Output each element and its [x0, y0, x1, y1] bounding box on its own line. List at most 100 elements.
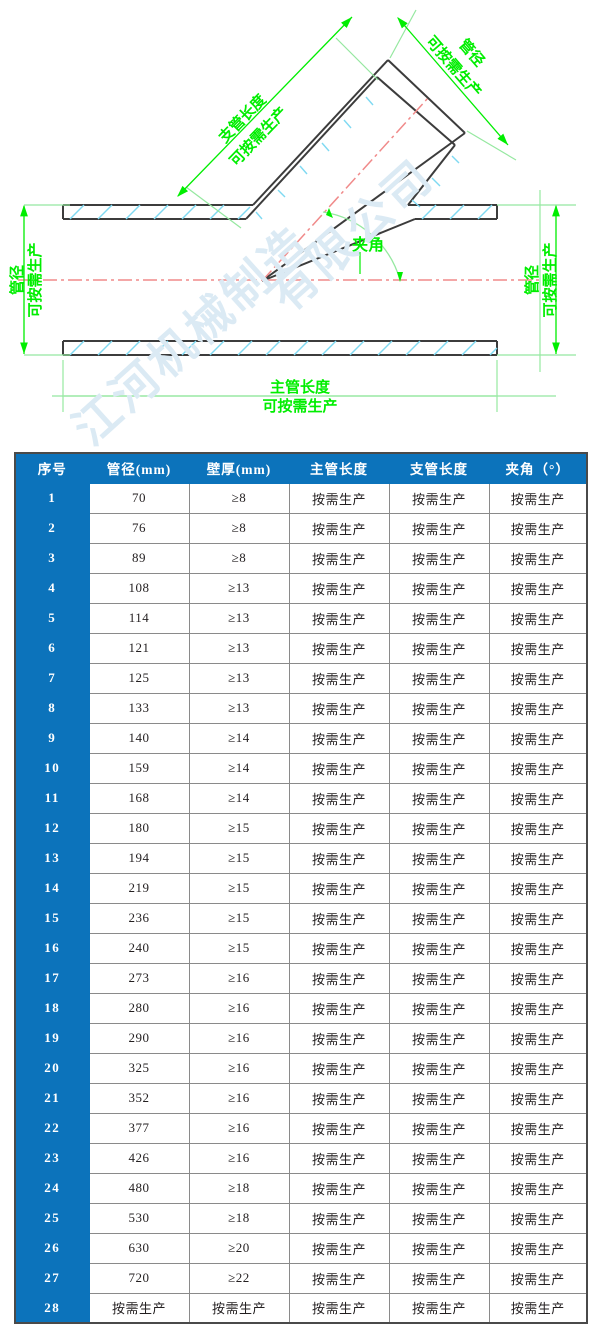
cell-index: 4	[14, 572, 90, 604]
cell-branch-length: 按需生产	[388, 902, 490, 934]
cell-main-length: 按需生产	[288, 872, 390, 904]
cell-branch-length: 按需生产	[388, 752, 490, 784]
cell-wall-thickness: ≥15	[188, 842, 290, 874]
cell-diameter: 720	[88, 1262, 190, 1294]
cell-diameter: 70	[88, 482, 190, 514]
table-row: 21 352 ≥16 按需生产 按需生产 按需生产	[14, 1082, 588, 1114]
cell-wall-thickness: ≥14	[188, 782, 290, 814]
technical-drawing: 江河机械制造 有限公司	[0, 0, 600, 455]
left-diameter-text-2: 可按需生产	[26, 242, 44, 317]
cell-main-length: 按需生产	[288, 992, 390, 1024]
cell-main-length: 按需生产	[288, 692, 390, 724]
cell-wall-thickness: ≥14	[188, 752, 290, 784]
cell-diameter: 76	[88, 512, 190, 544]
cell-wall-thickness: ≥15	[188, 932, 290, 964]
cell-angle: 按需生产	[488, 692, 588, 724]
cell-index: 9	[14, 722, 90, 754]
col-header-angle: 夹角（°）	[488, 452, 588, 484]
cell-diameter: 108	[88, 572, 190, 604]
cell-wall-thickness: ≥13	[188, 572, 290, 604]
cell-wall-thickness: ≥13	[188, 602, 290, 634]
cell-branch-length: 按需生产	[388, 482, 490, 514]
cell-diameter: 480	[88, 1172, 190, 1204]
cell-diameter: 325	[88, 1052, 190, 1084]
table-row: 6 121 ≥13 按需生产 按需生产 按需生产	[14, 632, 588, 664]
dim-right-label: 管径 可按需生产	[523, 242, 559, 317]
cell-angle: 按需生产	[488, 812, 588, 844]
table-row: 28 按需生产 按需生产 按需生产 按需生产 按需生产	[14, 1292, 588, 1324]
table-row: 16 240 ≥15 按需生产 按需生产 按需生产	[14, 932, 588, 964]
table-row: 7 125 ≥13 按需生产 按需生产 按需生产	[14, 662, 588, 694]
table-header-row: 序号 管径(mm) 壁厚(mm) 主管长度 支管长度 夹角（°）	[14, 452, 588, 484]
table-row: 22 377 ≥16 按需生产 按需生产 按需生产	[14, 1112, 588, 1144]
cell-main-length: 按需生产	[288, 632, 390, 664]
cell-main-length: 按需生产	[288, 962, 390, 994]
cell-main-length: 按需生产	[288, 1292, 390, 1324]
cell-index: 7	[14, 662, 90, 694]
cell-index: 26	[14, 1232, 90, 1264]
cell-diameter: 240	[88, 932, 190, 964]
dim-branch-length-label: 支管长度 可按需生产	[214, 90, 291, 170]
left-diameter-text-1: 管径	[8, 265, 26, 295]
cell-diameter: 280	[88, 992, 190, 1024]
cell-main-length: 按需生产	[288, 1262, 390, 1294]
cell-wall-thickness: ≥13	[188, 662, 290, 694]
cell-branch-length: 按需生产	[388, 692, 490, 724]
cell-wall-thickness: ≥16	[188, 1022, 290, 1054]
cell-diameter: 159	[88, 752, 190, 784]
table-row: 18 280 ≥16 按需生产 按需生产 按需生产	[14, 992, 588, 1024]
main-length-text-1: 主管长度	[270, 378, 331, 396]
cell-angle: 按需生产	[488, 572, 588, 604]
cell-branch-length: 按需生产	[388, 1022, 490, 1054]
table-row: 24 480 ≥18 按需生产 按需生产 按需生产	[14, 1172, 588, 1204]
cell-diameter: 236	[88, 902, 190, 934]
cell-angle: 按需生产	[488, 1052, 588, 1084]
cell-branch-length: 按需生产	[388, 932, 490, 964]
table-row: 4 108 ≥13 按需生产 按需生产 按需生产	[14, 572, 588, 604]
cell-diameter: 121	[88, 632, 190, 664]
cell-angle: 按需生产	[488, 542, 588, 574]
cell-branch-length: 按需生产	[388, 1292, 490, 1324]
cell-diameter: 352	[88, 1082, 190, 1114]
cell-diameter: 377	[88, 1112, 190, 1144]
cell-main-length: 按需生产	[288, 662, 390, 694]
cell-branch-length: 按需生产	[388, 842, 490, 874]
cell-angle: 按需生产	[488, 722, 588, 754]
cell-wall-thickness: ≥16	[188, 1082, 290, 1114]
cell-branch-length: 按需生产	[388, 782, 490, 814]
branch-centerline	[261, 97, 429, 282]
table-row: 23 426 ≥16 按需生产 按需生产 按需生产	[14, 1142, 588, 1174]
cell-angle: 按需生产	[488, 602, 588, 634]
cell-angle: 按需生产	[488, 752, 588, 784]
dim-branch-length-arrow	[177, 16, 353, 197]
specification-table: 序号 管径(mm) 壁厚(mm) 主管长度 支管长度 夹角（°） 1 70 ≥8 按需…	[14, 452, 588, 1324]
cell-wall-thickness: ≥16	[188, 1112, 290, 1144]
cell-main-length: 按需生产	[288, 482, 390, 514]
cell-index: 11	[14, 782, 90, 814]
col-header-branch-length: 支管长度	[388, 452, 490, 484]
cell-diameter: 630	[88, 1232, 190, 1264]
cell-index: 19	[14, 1022, 90, 1054]
col-header-main-length: 主管长度	[288, 452, 390, 484]
cell-angle: 按需生产	[488, 992, 588, 1024]
cell-diameter: 140	[88, 722, 190, 754]
dim-branch-length	[185, 37, 379, 229]
cell-main-length: 按需生产	[288, 812, 390, 844]
table-row: 2 76 ≥8 按需生产 按需生产 按需生产	[14, 512, 588, 544]
cell-main-length: 按需生产	[288, 1142, 390, 1174]
cell-angle: 按需生产	[488, 482, 588, 514]
table-row: 5 114 ≥13 按需生产 按需生产 按需生产	[14, 602, 588, 634]
cell-main-length: 按需生产	[288, 1022, 390, 1054]
cell-main-length: 按需生产	[288, 542, 390, 574]
cell-main-length: 按需生产	[288, 572, 390, 604]
cell-angle: 按需生产	[488, 632, 588, 664]
table-row: 12 180 ≥15 按需生产 按需生产 按需生产	[14, 812, 588, 844]
cell-angle: 按需生产	[488, 1172, 588, 1204]
cell-angle: 按需生产	[488, 1082, 588, 1114]
cell-wall-thickness: ≥15	[188, 872, 290, 904]
cell-main-length: 按需生产	[288, 1082, 390, 1114]
cell-main-length: 按需生产	[288, 1202, 390, 1234]
table-row: 15 236 ≥15 按需生产 按需生产 按需生产	[14, 902, 588, 934]
cell-diameter: 按需生产	[88, 1292, 190, 1324]
